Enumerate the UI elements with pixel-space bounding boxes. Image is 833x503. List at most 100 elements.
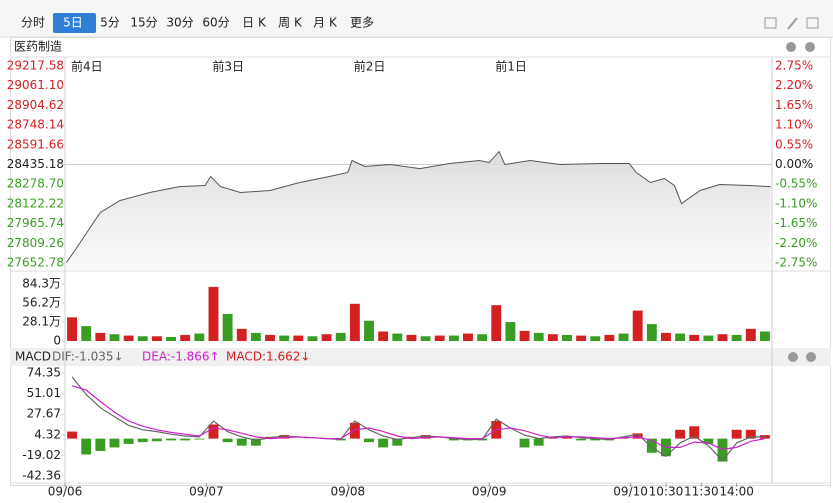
macd-bar: [137, 438, 148, 443]
active-tab: [53, 13, 96, 33]
volume-bar: [703, 335, 714, 341]
volume-bar: [137, 336, 148, 341]
macd-bar: [632, 433, 643, 439]
volume-bar: [463, 333, 473, 341]
volume-bar: [335, 332, 346, 341]
macd-bar: [67, 431, 78, 439]
volume-bar: [109, 334, 120, 341]
legend-entry: MACD:1.662↓: [226, 350, 310, 364]
macd-title: MACD: [15, 350, 51, 364]
y2-tick-label: -2.20%: [775, 236, 817, 250]
macd-bar: [194, 438, 205, 440]
close-button[interactable]: [806, 352, 816, 362]
add-button[interactable]: [805, 42, 815, 52]
y-tick-label: 28748.14: [7, 118, 64, 132]
macd-bar: [180, 438, 191, 441]
period-label: 前3日: [212, 59, 244, 74]
legend-entry: DIF:-1.035↓: [52, 350, 124, 364]
toolbar: [0, 0, 833, 37]
macd-line: [71, 376, 765, 462]
toolbar-button[interactable]: 5分: [100, 16, 120, 30]
volume-bar: [180, 334, 191, 341]
y-tick-label: 28.1万: [22, 315, 61, 329]
macd-bar: [349, 422, 360, 439]
toolbar-button[interactable]: 周 K: [278, 16, 303, 30]
period-label: 前4日: [71, 59, 103, 74]
volume-bar: [632, 310, 643, 341]
macd-bar: [392, 438, 403, 446]
volume-bar: [745, 328, 756, 341]
volume-bar: [95, 332, 106, 341]
toolbar-button[interactable]: 更多: [350, 16, 374, 30]
volume-bar: [236, 328, 247, 341]
macd-line: [71, 385, 766, 450]
y2-tick-label: -2.75%: [775, 256, 817, 270]
x-tick-label: 10:30: [649, 485, 684, 499]
macd-bar: [208, 424, 219, 439]
x-tick-label: 14:00: [719, 485, 754, 499]
panel-border: [10, 37, 831, 486]
macd-bar: [151, 438, 162, 442]
macd-bar: [95, 438, 106, 451]
y-tick-label: -19.02: [22, 448, 61, 462]
collapse-button[interactable]: [786, 42, 796, 52]
toolbar-button[interactable]: 5日: [63, 16, 83, 30]
toolbar-button[interactable]: 月 K: [313, 16, 338, 30]
volume-bar: [717, 334, 728, 341]
volume-bar: [731, 334, 742, 341]
y-tick-label: 28278.70: [7, 177, 64, 191]
y-tick-label: 28122.22: [7, 196, 64, 210]
y-tick-label: 27.67: [27, 407, 61, 421]
price-line: [65, 150, 771, 263]
volume-bar: [448, 335, 459, 341]
y-tick-label: 28435.18: [7, 157, 64, 171]
volume-bar: [364, 320, 374, 341]
x-tick-label: 09/09: [472, 485, 507, 499]
volume-bar: [349, 303, 360, 341]
toolbar-button[interactable]: 60分: [202, 16, 229, 30]
volume-bar: [519, 330, 530, 341]
macd-bar: [519, 438, 530, 448]
macd-bar: [562, 436, 572, 439]
settings-button[interactable]: [788, 352, 798, 362]
toolbar-button[interactable]: 15分: [130, 16, 157, 30]
macd-bar: [166, 438, 176, 441]
draw-icon[interactable]: [787, 17, 798, 30]
y-tick-label: 29217.58: [7, 59, 64, 73]
volume-bar: [208, 286, 219, 341]
macd-bar: [576, 438, 587, 441]
macd-bar: [222, 438, 233, 443]
y-tick-label: 4.32: [34, 427, 61, 441]
x-tick-label: 09/10: [613, 485, 648, 499]
volume-bar: [293, 335, 304, 341]
volume-bar: [250, 332, 261, 341]
y2-tick-label: 2.75%: [775, 59, 813, 73]
macd-bar: [675, 429, 686, 439]
y-tick-label: 28591.66: [7, 137, 64, 151]
volume-bar: [406, 334, 417, 341]
x-tick-label: 09/07: [189, 485, 224, 499]
volume-bar: [547, 334, 558, 341]
macd-bar: [646, 438, 657, 453]
volume-bar: [321, 334, 332, 341]
volume-bar: [194, 333, 205, 341]
toolbar-button[interactable]: 30分: [166, 16, 193, 30]
macd-bar: [731, 429, 742, 439]
x-tick-label: 11:30: [684, 485, 719, 499]
macd-bar: [759, 435, 770, 439]
expand-icon[interactable]: [806, 17, 819, 29]
toolbar-button[interactable]: 分时: [21, 16, 45, 30]
price-area: [66, 151, 771, 270]
volume-bar: [618, 333, 629, 341]
y-tick-label: 27965.74: [7, 216, 64, 230]
volume-bar: [675, 333, 686, 341]
period-label: 前1日: [495, 59, 527, 74]
volume-bar: [661, 332, 671, 341]
macd-bar: [250, 438, 261, 446]
y2-tick-label: -0.55%: [775, 177, 817, 191]
y-tick-label: 27809.26: [7, 236, 64, 250]
volume-bar: [562, 334, 572, 341]
toolbar-button[interactable]: 日 K: [242, 16, 267, 30]
grid-icon[interactable]: [764, 17, 777, 29]
